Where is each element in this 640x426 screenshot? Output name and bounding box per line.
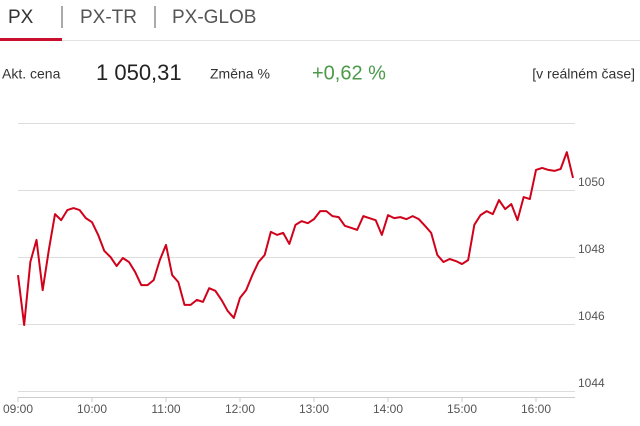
tab[interactable]: PX — [8, 7, 34, 28]
x-tick-label: 16:00 — [521, 402, 551, 416]
price-line — [17, 151, 574, 326]
y-tick-label: 1050 — [578, 175, 605, 189]
change: +0,62 % — [312, 62, 386, 84]
x-tick-label: 10:00 — [77, 402, 107, 416]
x-tick-label: 11:00 — [151, 402, 180, 416]
y-tick-label: 1044 — [578, 376, 605, 390]
tab[interactable]: PX-TR — [80, 7, 137, 28]
x-tick-label: 09:00 — [3, 402, 33, 416]
x-tick-label: 13:00 — [299, 402, 329, 416]
price: 1 050,31 — [96, 60, 182, 85]
tab[interactable]: PX-GLOB — [172, 7, 256, 28]
x-tick-label: 15:00 — [447, 402, 477, 416]
price-label: Akt. cena — [2, 66, 61, 82]
realtime-note: [v reálném čase] — [532, 66, 635, 82]
y-tick-label: 1048 — [578, 242, 605, 256]
x-tick-label: 14:00 — [373, 402, 403, 416]
x-tick-label: 12:00 — [225, 402, 255, 416]
y-tick-label: 1046 — [578, 309, 605, 323]
change-label: Změna % — [210, 66, 270, 82]
active-tab-indicator — [0, 38, 62, 41]
